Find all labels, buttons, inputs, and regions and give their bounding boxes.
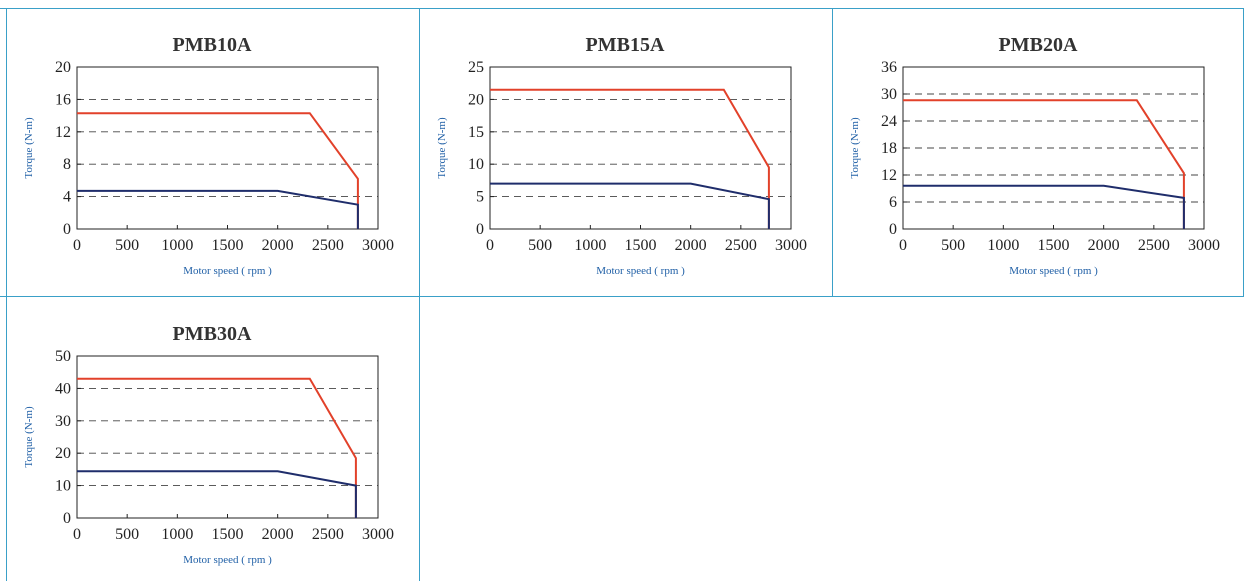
frame-line-2 bbox=[832, 8, 833, 296]
y-tick-label: 10 bbox=[55, 478, 71, 495]
series-line-blue bbox=[77, 189, 359, 229]
x-tick-label: 1000 bbox=[161, 526, 193, 543]
frame-line-middle bbox=[0, 296, 1244, 297]
x-tick-label: 0 bbox=[899, 237, 907, 254]
y-tick-label: 6 bbox=[889, 194, 897, 211]
chart-pmb10a: PMB10A 0 4 8 12 16 20 0 500 1000 1500 2000 2500 3000 M… bbox=[23, 34, 394, 277]
x-tick-label: 2500 bbox=[312, 526, 344, 543]
x-tick-label: 1500 bbox=[1038, 237, 1070, 254]
y-tick-label: 30 bbox=[881, 86, 897, 103]
frame-line-left bbox=[6, 8, 7, 581]
y-tick-label: 4 bbox=[63, 189, 71, 206]
y-tick-label: 25 bbox=[468, 59, 484, 76]
y-tick-label: 30 bbox=[55, 413, 71, 430]
x-tick-label: 3000 bbox=[775, 237, 807, 254]
series-line-blue bbox=[77, 470, 357, 518]
chart-panel-pmb10a: PMB10A 0 4 8 12 16 20 0 500 1000 1500 2000 2500 3000 M… bbox=[7, 8, 419, 298]
y-axis-label: Torque (N-m) bbox=[23, 117, 35, 179]
chart-title: PMB20A bbox=[999, 34, 1078, 56]
y-axis-label: Torque (N-m) bbox=[23, 406, 35, 468]
x-axis-label: Motor speed ( rpm ) bbox=[596, 265, 685, 277]
y-tick-label: 18 bbox=[881, 140, 897, 157]
y-tick-label: 0 bbox=[63, 510, 71, 527]
y-tick-label: 12 bbox=[55, 124, 71, 141]
x-tick-label: 3000 bbox=[362, 526, 394, 543]
chart-pmb20a: PMB20A 0 6 12 18 24 30 36 0 500 1000 1500 2000 2500 30… bbox=[849, 34, 1220, 277]
x-tick-label: 0 bbox=[73, 237, 81, 254]
x-tick-label: 0 bbox=[486, 237, 494, 254]
y-tick-label: 20 bbox=[55, 59, 71, 76]
plot-frame bbox=[76, 355, 379, 519]
series-line-red bbox=[903, 99, 1185, 229]
chart-title: PMB15A bbox=[586, 34, 665, 56]
x-tick-label: 500 bbox=[528, 237, 552, 254]
x-axis-label: Motor speed ( rpm ) bbox=[183, 554, 272, 566]
x-tick-label: 1000 bbox=[987, 237, 1019, 254]
y-tick-label: 8 bbox=[63, 156, 71, 173]
x-tick-label: 2000 bbox=[675, 237, 707, 254]
chart-panel-pmb20a: PMB20A 0 6 12 18 24 30 36 0 500 1000 1500 2000 2500 30… bbox=[833, 8, 1244, 298]
y-tick-label: 12 bbox=[881, 167, 897, 184]
y-tick-label: 24 bbox=[881, 113, 897, 130]
x-tick-label: 3000 bbox=[362, 237, 394, 254]
y-tick-label: 50 bbox=[55, 348, 71, 365]
x-tick-label: 500 bbox=[941, 237, 965, 254]
series-line-red bbox=[77, 377, 357, 518]
series-line-red bbox=[77, 112, 359, 229]
x-axis-label: Motor speed ( rpm ) bbox=[183, 265, 272, 277]
y-tick-label: 0 bbox=[476, 221, 484, 238]
chart-panel-pmb15a: PMB15A 0 5 10 15 20 25 0 500 1000 1500 2000 2500 3000… bbox=[420, 8, 832, 298]
y-tick-label: 16 bbox=[55, 91, 71, 108]
y-tick-label: 5 bbox=[476, 189, 484, 206]
x-axis-label: Motor speed ( rpm ) bbox=[1009, 265, 1098, 277]
y-tick-label: 0 bbox=[889, 221, 897, 238]
y-axis-label: Torque (N-m) bbox=[436, 117, 448, 179]
y-tick-label: 0 bbox=[63, 221, 71, 238]
y-tick-label: 40 bbox=[55, 380, 71, 397]
chart-pmb15a: PMB15A 0 5 10 15 20 25 0 500 1000 1500 2000 2500 3000… bbox=[436, 34, 807, 277]
series-line-red bbox=[490, 88, 770, 229]
x-tick-label: 1500 bbox=[625, 237, 657, 254]
plot-frame bbox=[76, 66, 379, 230]
x-tick-label: 0 bbox=[73, 526, 81, 543]
y-tick-label: 36 bbox=[881, 59, 897, 76]
x-tick-label: 500 bbox=[115, 237, 139, 254]
x-tick-label: 2000 bbox=[1088, 237, 1120, 254]
plot-frame bbox=[489, 66, 792, 230]
x-tick-label: 1500 bbox=[212, 237, 244, 254]
y-tick-label: 15 bbox=[468, 124, 484, 141]
frame-line-top bbox=[0, 8, 1244, 9]
x-tick-label: 2500 bbox=[312, 237, 344, 254]
x-tick-label: 2000 bbox=[262, 237, 294, 254]
chart-panel-pmb30a: PMB30A 0 10 20 30 40 50 0 500 1000 1500 2000 2500 300… bbox=[7, 297, 419, 587]
chart-title: PMB30A bbox=[173, 323, 252, 345]
x-tick-label: 2500 bbox=[1138, 237, 1170, 254]
frame-line-1 bbox=[419, 8, 420, 581]
x-tick-label: 2000 bbox=[262, 526, 294, 543]
y-axis-label: Torque (N-m) bbox=[849, 117, 861, 179]
x-tick-label: 1000 bbox=[161, 237, 193, 254]
x-tick-label: 1500 bbox=[212, 526, 244, 543]
x-tick-label: 500 bbox=[115, 526, 139, 543]
x-tick-label: 1000 bbox=[574, 237, 606, 254]
series-line-blue bbox=[903, 184, 1185, 229]
y-tick-label: 10 bbox=[468, 156, 484, 173]
x-tick-label: 2500 bbox=[725, 237, 757, 254]
y-tick-label: 20 bbox=[55, 445, 71, 462]
x-tick-label: 3000 bbox=[1188, 237, 1220, 254]
chart-title: PMB10A bbox=[173, 34, 252, 56]
y-tick-label: 20 bbox=[468, 91, 484, 108]
series-line-blue bbox=[490, 182, 770, 229]
